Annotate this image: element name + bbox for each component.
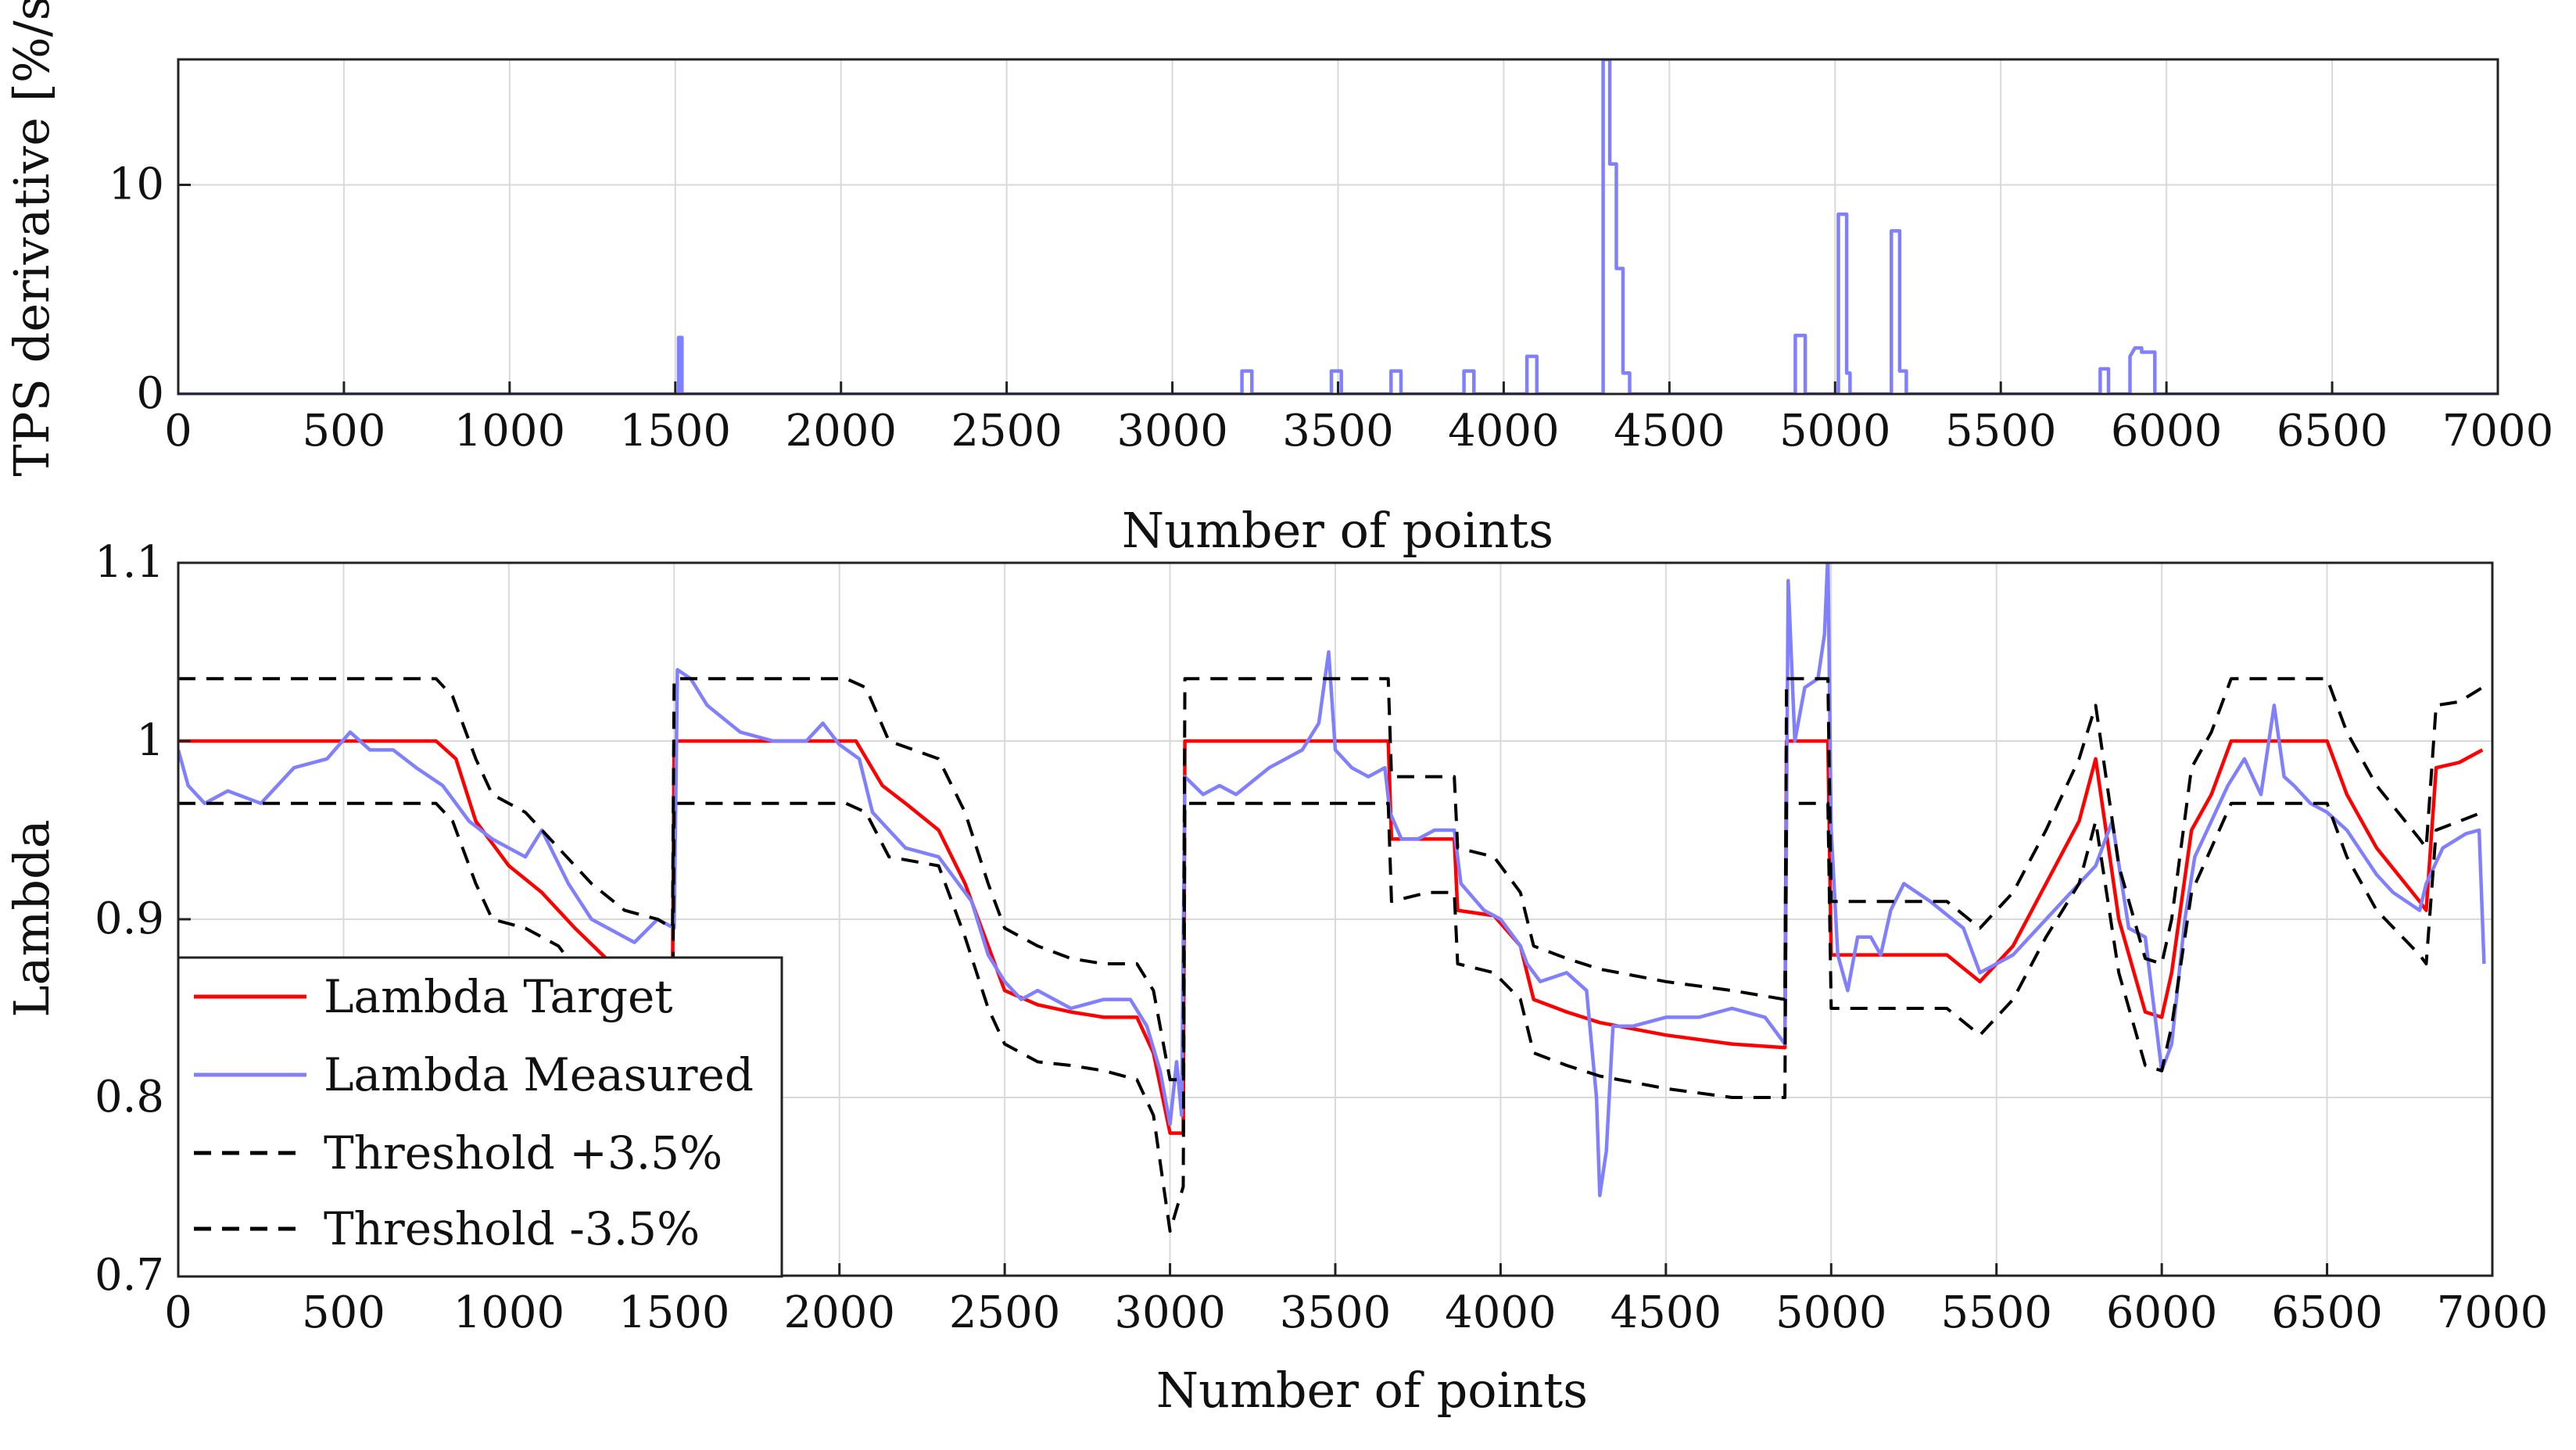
lambda-x-tick-label-3000: 3000 [1114, 1287, 1226, 1338]
tps-x-tick-label-2000: 2000 [785, 406, 897, 456]
lambda-ticks: 0 500 1000 1500 2000 2500 3000 3500 4000 4500 5000… [95, 537, 2548, 1338]
lambda-series [178, 563, 2486, 1233]
tps-y-tick-label-10: 10 [109, 159, 164, 210]
lambda-x-tick-label-3500: 3500 [1280, 1287, 1392, 1338]
tps-x-tick-label-5000: 5000 [1779, 406, 1891, 456]
lambda-x-tick-label-2000: 2000 [783, 1287, 895, 1338]
tps-x-tick-label-0: 0 [164, 406, 192, 456]
tps-grid [177, 59, 2499, 395]
lambda-y-tick-label-0.7: 0.7 [95, 1250, 164, 1301]
lambda-y-tick-label-0.8: 0.8 [95, 1072, 164, 1122]
legend-box [177, 956, 783, 1278]
tps-x-tick-label-5500: 5500 [1945, 406, 2057, 456]
tps-series [178, 59, 2498, 394]
tps-x-tick-label-7000: 7000 [2442, 406, 2554, 456]
lambda-x-tick-label-1500: 1500 [618, 1287, 730, 1338]
lambda-x-tick-label-5500: 5500 [1940, 1287, 2052, 1338]
tps-x-tick-label-4500: 4500 [1614, 406, 1725, 456]
tps-x-tick-label-1500: 1500 [620, 406, 732, 456]
tps-ticks: 0 500 1000 1500 2000 2500 3000 3500 4000 4500 5000… [109, 159, 2554, 457]
lambda-y-tick-label-0.9: 0.9 [95, 893, 164, 944]
lambda-x-tick-label-6000: 6000 [2106, 1287, 2218, 1338]
lambda-x-tick-label-6500: 6500 [2271, 1287, 2383, 1338]
lambda-x-tick-label-0: 0 [164, 1287, 192, 1338]
lambda-x-tick-label-2500: 2500 [949, 1287, 1061, 1338]
lambda-y-tick-label-1.1: 1.1 [95, 537, 164, 588]
lambda-series-threshold-3-5 [178, 677, 2484, 1082]
tps-derivative-panel: 0 500 1000 1500 2000 2500 3000 3500 4000 4500 5000… [3, 0, 2553, 559]
legend-label-measured: Lambda Measured [324, 1048, 754, 1101]
tps-x-tick-label-1000: 1000 [454, 406, 566, 456]
legend-label-threshold-plus: Threshold +3.5% [324, 1126, 722, 1180]
tps-y-tick-label-0: 0 [136, 368, 164, 419]
tps-x-axis-title: Number of points [1122, 502, 1553, 559]
tps-x-tick-label-6500: 6500 [2277, 406, 2388, 456]
tps-x-tick-label-3500: 3500 [1282, 406, 1394, 456]
tps-x-tick-label-3000: 3000 [1116, 406, 1228, 456]
lambda-series-threshold-3-5 [178, 801, 2484, 1233]
tps-x-tick-label-500: 500 [302, 406, 385, 456]
lambda-x-tick-label-500: 500 [302, 1287, 385, 1338]
lambda-x-tick-label-5000: 5000 [1775, 1287, 1887, 1338]
lambda-x-tick-label-7000: 7000 [2437, 1287, 2549, 1338]
tps-y-axis-title: TPS derivative [%/s] [3, 0, 60, 477]
lambda-x-tick-label-4000: 4000 [1445, 1287, 1557, 1338]
legend: Lambda Target Lambda Measured Threshold … [177, 956, 783, 1278]
lambda-x-tick-label-4500: 4500 [1610, 1287, 1722, 1338]
tps-series-tps-derivative [178, 59, 2498, 394]
legend-label-threshold-minus: Threshold -3.5% [324, 1202, 700, 1255]
lambda-x-tick-label-1000: 1000 [453, 1287, 565, 1338]
lambda-x-axis-title: Number of points [1156, 1362, 1588, 1419]
tps-x-tick-label-2500: 2500 [951, 406, 1062, 456]
lambda-y-tick-label-1: 1 [136, 715, 164, 766]
lambda-y-axis-title: Lambda [3, 819, 60, 1017]
tps-x-tick-label-6000: 6000 [2111, 406, 2223, 456]
lambda-panel: 0 500 1000 1500 2000 2500 3000 3500 4000 4500 5000… [3, 537, 2548, 1419]
tps-x-tick-label-4000: 4000 [1448, 406, 1560, 456]
legend-label-target: Lambda Target [324, 970, 673, 1023]
